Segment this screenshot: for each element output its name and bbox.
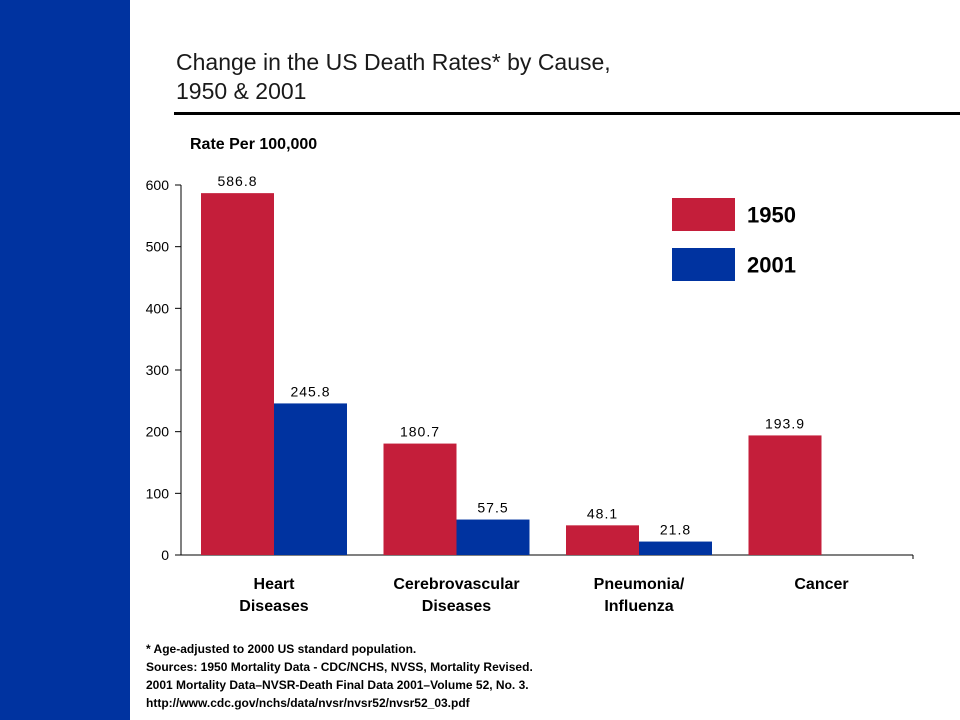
data-label-1950: 586.8 bbox=[217, 173, 257, 189]
y-tick-label: 200 bbox=[146, 424, 170, 440]
bar-1950 bbox=[566, 525, 639, 555]
y-tick-label: 500 bbox=[146, 239, 170, 255]
data-label-1950: 180.7 bbox=[400, 424, 440, 440]
category-labels: Heart Diseases Cerebrovascular Diseases Pneu… bbox=[239, 576, 848, 615]
category-label-line: Influenza bbox=[604, 598, 673, 615]
category-label-line: Cancer bbox=[794, 576, 848, 593]
bar-2001 bbox=[639, 541, 712, 555]
data-label-2001: 21.8 bbox=[660, 522, 691, 538]
footnote-url: http://www.cdc.gov/nchs/data/nvsr/nvsr52… bbox=[146, 696, 470, 710]
y-tick-label: 600 bbox=[146, 177, 170, 193]
legend-swatch-2001 bbox=[672, 248, 735, 281]
bar-2001 bbox=[456, 519, 530, 555]
data-label-1950: 193.9 bbox=[765, 415, 805, 431]
category-label: Heart Diseases bbox=[239, 576, 308, 615]
legend-swatch-1950 bbox=[672, 198, 735, 231]
category-label-line: Pneumonia/ bbox=[594, 576, 685, 593]
data-label-2001: 57.5 bbox=[477, 500, 508, 516]
data-label-2001: 245.8 bbox=[290, 383, 330, 399]
category-label: Cerebrovascular Diseases bbox=[393, 576, 519, 615]
y-axis-label: Rate Per 100,000 bbox=[190, 136, 318, 153]
page-title: Change in the US Death Rates* by Cause, … bbox=[176, 48, 936, 106]
category-label-line: Diseases bbox=[239, 598, 308, 615]
bar-2001 bbox=[274, 403, 347, 555]
footnote-source-2001: 2001 Mortality Data–NVSR-Death Final Dat… bbox=[146, 678, 529, 692]
y-tick-label: 0 bbox=[161, 547, 169, 563]
bar-1950 bbox=[201, 193, 274, 555]
category-label-line: Diseases bbox=[422, 598, 491, 615]
y-tick-label: 300 bbox=[146, 362, 170, 378]
data-labels: 586.8 245.8 180.7 57.5 48.1 21.8 193.9 bbox=[217, 173, 805, 538]
title-line-1: Change in the US Death Rates* by Cause, bbox=[176, 49, 611, 75]
category-label-line: Heart bbox=[254, 576, 296, 593]
category-label-line: Cerebrovascular bbox=[393, 576, 519, 593]
side-accent-bar bbox=[0, 0, 130, 720]
y-tick-label: 400 bbox=[146, 300, 170, 316]
title-underline bbox=[174, 112, 960, 115]
bar-1950 bbox=[748, 435, 822, 555]
title-line-2: 1950 & 2001 bbox=[176, 78, 307, 104]
legend: 1950 2001 bbox=[672, 198, 796, 281]
legend-label-2001: 2001 bbox=[747, 253, 796, 278]
category-label: Cancer bbox=[794, 576, 848, 593]
category-label: Pneumonia/Influenza bbox=[594, 576, 685, 615]
legend-label-1950: 1950 bbox=[747, 203, 796, 228]
bar-1950 bbox=[383, 443, 457, 555]
data-label-1950: 48.1 bbox=[587, 505, 618, 521]
footnote-age-adjusted: * Age-adjusted to 2000 US standard popul… bbox=[146, 642, 417, 656]
y-tick-label: 100 bbox=[146, 485, 170, 501]
footnote-source-1950: Sources: 1950 Mortality Data - CDC/NCHS,… bbox=[146, 660, 533, 674]
bars bbox=[201, 193, 822, 555]
